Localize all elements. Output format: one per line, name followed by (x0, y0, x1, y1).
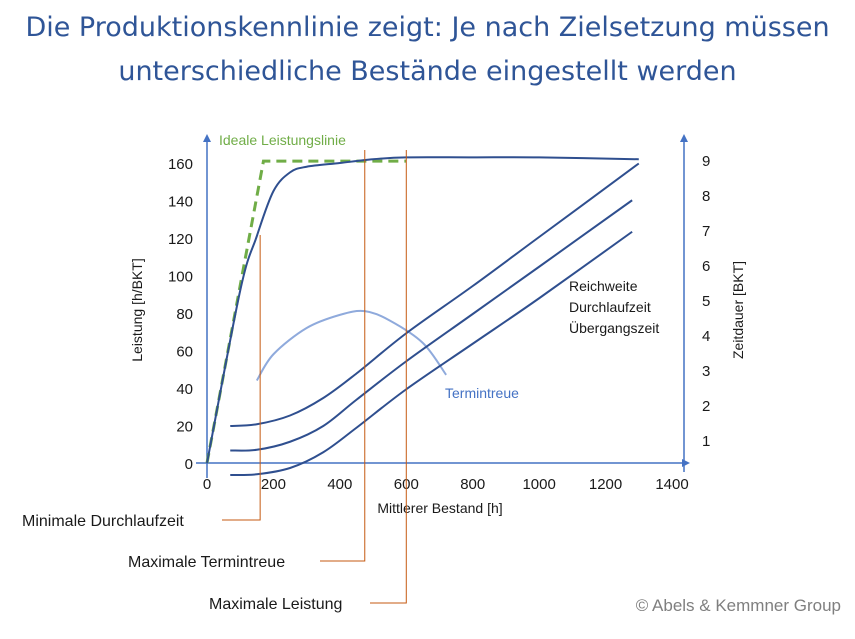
y-tick-label: 140 (168, 194, 193, 211)
copyright-notice: © Abels & Kemmner Group (635, 596, 841, 615)
marker-label: Minimale Durchlaufzeit (22, 513, 184, 530)
y-tick-label: 20 (176, 419, 193, 436)
y-axis-title: Leistung [h/BKT] (129, 258, 145, 362)
marker-line (320, 150, 366, 562)
title-line-2: unterschiedliche Bestände eingestellt we… (118, 56, 737, 87)
x-tick-label: 1200 (589, 476, 622, 493)
ideal-line-label: Ideale Leistungslinie (219, 132, 346, 148)
x-tick-label: 200 (261, 476, 286, 493)
x-tick-label: 800 (460, 476, 485, 493)
series-line-durchlaufzeit (230, 199, 633, 452)
curve-label: Reichweite (569, 278, 638, 294)
x-tick-label: 400 (327, 476, 352, 493)
curve-label: Durchlaufzeit (569, 299, 651, 315)
y-tick-label: 40 (176, 381, 193, 398)
x-axis-title: Mittlerer Bestand [h] (377, 500, 502, 516)
x-tick-label: 1000 (522, 476, 555, 493)
series-line-reichweite (230, 162, 640, 427)
y2-tick-label: 4 (702, 328, 710, 345)
title-line-1: Die Produktionskennlinie zeigt: Je nach … (25, 12, 830, 43)
y-tick-label: 160 (168, 156, 193, 173)
y2-tick-label: 9 (702, 153, 710, 170)
marker-line (222, 235, 261, 521)
y2-tick-label: 3 (702, 363, 710, 380)
y-tick-label: 120 (168, 231, 193, 248)
page-title: Die Produktionskennlinie zeigt: Je nach … (0, 6, 855, 94)
series-line-leistung (206, 156, 639, 464)
y2-axis-title: Zeitdauer [BKT] (730, 261, 746, 359)
y-tick-label: 80 (176, 306, 193, 323)
y-tick-label: 0 (185, 456, 193, 473)
y2-tick-label: 1 (702, 433, 710, 450)
series-line-ideale-leistungslinie (205, 159, 407, 464)
y2-tick-label: 2 (702, 398, 710, 415)
y2-tick-label: 6 (702, 258, 710, 275)
termintreue-label: Termintreue (445, 385, 519, 401)
x-tick-label: 1400 (655, 476, 688, 493)
marker-label: Maximale Leistung (209, 596, 342, 613)
y-tick-label: 100 (168, 269, 193, 286)
marker-label: Maximale Termintreue (128, 554, 285, 571)
marker-line (370, 150, 407, 604)
series-line-termintreue (255, 309, 447, 382)
curve-label: Übergangszeit (569, 319, 659, 336)
y-tick-label: 60 (176, 344, 193, 361)
y2-tick-label: 8 (702, 188, 710, 205)
y2-tick-label: 5 (702, 293, 710, 310)
x-tick-label: 0 (203, 476, 211, 493)
y2-tick-label: 7 (702, 223, 710, 240)
